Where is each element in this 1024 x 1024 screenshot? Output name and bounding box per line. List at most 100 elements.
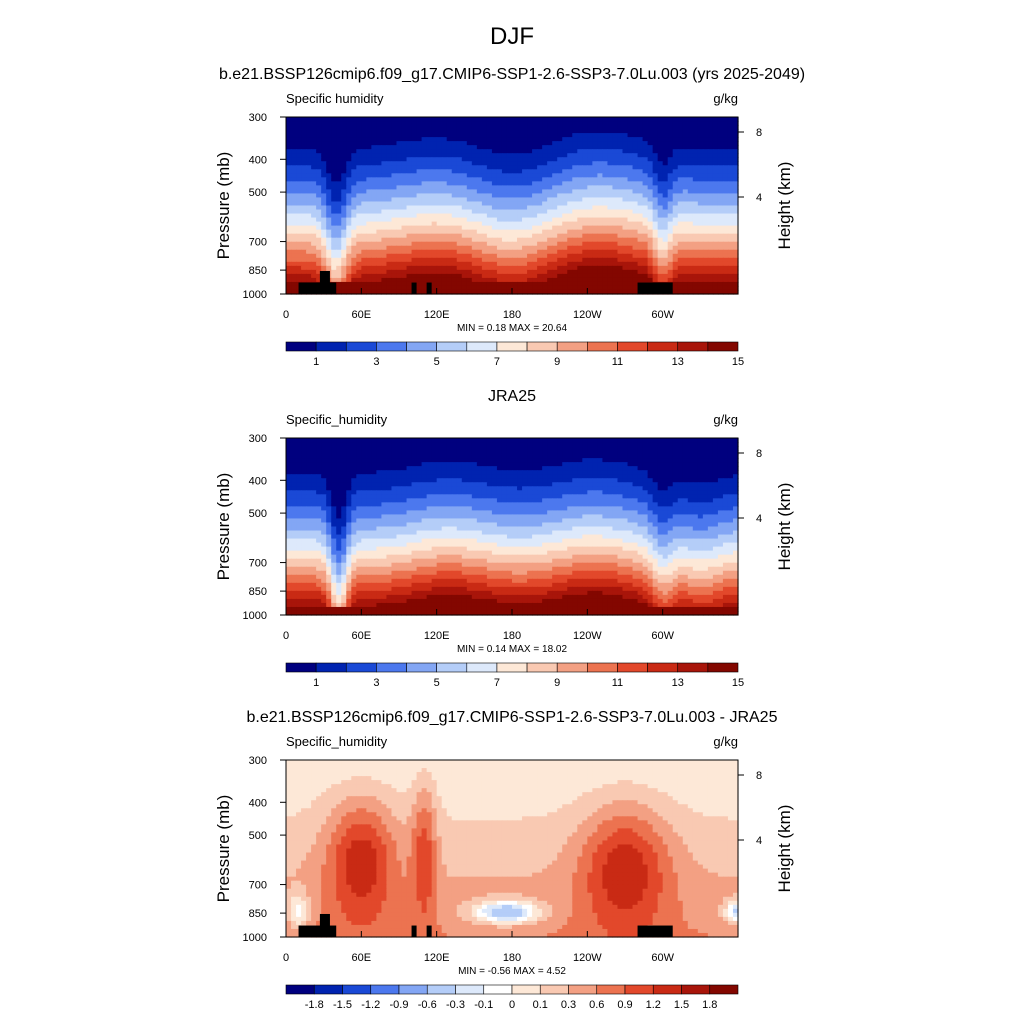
heatmap-cell bbox=[692, 458, 699, 463]
heatmap-cell bbox=[692, 225, 699, 231]
heatmap-cell bbox=[722, 229, 729, 235]
heatmap-cell bbox=[667, 466, 674, 471]
heatmap-cell bbox=[607, 478, 614, 483]
heatmap-cell bbox=[496, 458, 503, 463]
heatmap-cell bbox=[396, 442, 403, 447]
heatmap-cell bbox=[687, 285, 694, 291]
heatmap-cell bbox=[306, 249, 312, 255]
heatmap-cell bbox=[481, 189, 488, 195]
heatmap-cell bbox=[486, 277, 493, 283]
heatmap-cell bbox=[562, 137, 568, 142]
heatmap-cell bbox=[461, 137, 468, 142]
heatmap-cell bbox=[471, 265, 478, 271]
heatmap-cell bbox=[396, 185, 403, 191]
heatmap-cell bbox=[582, 237, 588, 243]
heatmap-cell bbox=[396, 169, 403, 174]
heatmap-cell bbox=[411, 454, 418, 459]
heatmap-cell bbox=[321, 237, 327, 243]
heatmap-cell bbox=[486, 474, 493, 479]
heatmap-cell bbox=[577, 185, 583, 191]
heatmap-cell bbox=[306, 137, 312, 142]
heatmap-cell bbox=[537, 137, 543, 142]
heatmap-cell bbox=[306, 217, 312, 223]
heatmap-cell bbox=[436, 205, 443, 211]
heatmap-cell bbox=[702, 257, 709, 263]
heatmap-cell bbox=[717, 177, 724, 182]
heatmap-cell bbox=[722, 213, 729, 219]
heatmap-cell bbox=[642, 145, 649, 150]
heatmap-cell bbox=[381, 161, 388, 166]
heatmap-cell bbox=[667, 177, 674, 182]
heatmap-cell bbox=[451, 165, 458, 170]
heatmap-cell bbox=[602, 478, 609, 483]
heatmap-cell bbox=[537, 478, 543, 483]
heatmap-cell bbox=[717, 149, 724, 154]
heatmap-cell bbox=[316, 145, 322, 150]
heatmap-cell bbox=[451, 205, 458, 211]
heatmap-cell bbox=[426, 470, 433, 475]
heatmap-cell bbox=[707, 137, 714, 142]
heatmap-cell bbox=[416, 470, 423, 475]
heatmap-cell bbox=[587, 438, 593, 443]
heatmap-cell bbox=[562, 173, 568, 178]
heatmap-cell bbox=[562, 165, 568, 170]
heatmap-cell bbox=[361, 221, 367, 227]
heatmap-cell bbox=[441, 233, 448, 239]
heatmap-cell bbox=[572, 470, 578, 475]
heatmap-cell bbox=[677, 137, 684, 142]
heatmap-cell bbox=[431, 157, 438, 162]
heatmap-cell bbox=[491, 129, 498, 134]
heatmap-cell bbox=[542, 450, 548, 455]
heatmap-cell bbox=[557, 129, 563, 134]
heatmap-cell bbox=[572, 181, 578, 186]
heatmap-cell bbox=[381, 478, 388, 483]
heatmap-cell bbox=[296, 438, 302, 443]
heatmap-cell bbox=[562, 205, 568, 211]
heatmap-cell bbox=[552, 205, 558, 211]
heatmap-cell bbox=[336, 249, 342, 255]
heatmap-cell bbox=[346, 177, 352, 182]
heatmap-cell bbox=[461, 233, 468, 239]
heatmap-cell bbox=[702, 141, 709, 146]
heatmap-cell bbox=[446, 462, 453, 467]
heatmap-cell bbox=[512, 229, 518, 235]
heatmap-cell bbox=[371, 245, 377, 251]
heatmap-cell bbox=[652, 201, 659, 207]
heatmap-cell bbox=[622, 165, 629, 170]
heatmap-cell bbox=[461, 177, 468, 182]
heatmap-cell bbox=[597, 181, 603, 186]
heatmap-cell bbox=[346, 133, 352, 138]
heatmap-cell bbox=[346, 454, 352, 459]
heatmap-cell bbox=[496, 145, 503, 150]
heatmap-cell bbox=[416, 261, 423, 267]
heatmap-cell bbox=[577, 161, 583, 166]
heatmap-cell bbox=[451, 177, 458, 182]
heatmap-cell bbox=[707, 221, 714, 227]
heatmap-cell bbox=[381, 225, 388, 231]
heatmap-cell bbox=[451, 454, 458, 459]
heatmap-cell bbox=[301, 165, 307, 170]
heatmap-cell bbox=[632, 121, 639, 126]
heatmap-cell bbox=[301, 193, 307, 199]
heatmap-cell bbox=[597, 438, 603, 443]
heatmap-cell bbox=[522, 149, 528, 154]
topography-mask bbox=[319, 270, 330, 294]
heatmap-cell bbox=[386, 117, 393, 122]
heatmap-cell bbox=[607, 141, 614, 146]
heatmap-cell bbox=[431, 161, 438, 166]
heatmap-cell bbox=[672, 117, 679, 122]
heatmap-cell bbox=[547, 454, 553, 459]
heatmap-cell bbox=[331, 213, 337, 219]
heatmap-cell bbox=[702, 193, 709, 199]
heatmap-cell bbox=[381, 181, 388, 186]
heatmap-cell bbox=[396, 241, 403, 247]
heatmap-cell bbox=[391, 221, 398, 227]
heatmap-cell bbox=[416, 265, 423, 271]
heatmap-cell bbox=[381, 165, 388, 170]
heatmap-cell bbox=[441, 225, 448, 231]
heatmap-cell bbox=[401, 458, 408, 463]
heatmap-cell bbox=[582, 181, 588, 186]
heatmap-cell bbox=[537, 161, 543, 166]
heatmap-cell bbox=[411, 189, 418, 195]
heatmap-cell bbox=[672, 253, 679, 259]
